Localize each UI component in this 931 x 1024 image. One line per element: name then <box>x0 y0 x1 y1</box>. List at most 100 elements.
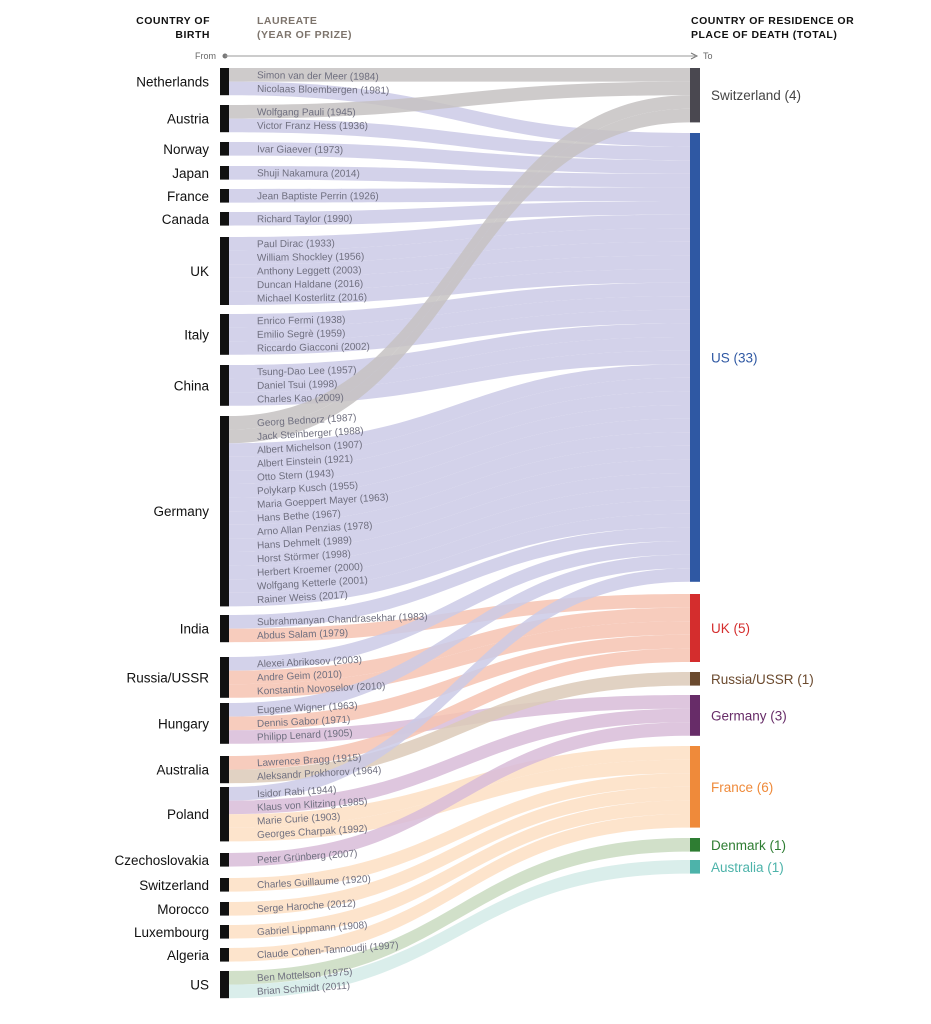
laureate-label: Abdus Salam (1979) <box>257 628 348 642</box>
laureate-label: William Shockley (1956) <box>257 252 364 264</box>
destination-node-switzerland <box>690 68 700 123</box>
flow-band <box>229 513 690 607</box>
flow-band <box>229 814 690 962</box>
laureate-label: Charles Kao (2009) <box>257 393 344 406</box>
origin-node-canada <box>220 212 229 226</box>
flow-band <box>229 323 690 379</box>
country-label: Algeria <box>167 948 210 963</box>
country-label: Austria <box>167 112 210 127</box>
destination-label: Switzerland (4) <box>711 88 801 103</box>
flow-band <box>229 607 690 685</box>
country-label: China <box>174 378 210 393</box>
flow-band <box>229 405 690 498</box>
country-label: Norway <box>163 142 209 157</box>
laureate-label: Paul Dirac (1933) <box>257 238 335 250</box>
country-label: Netherlands <box>136 75 209 90</box>
origin-node-australia <box>220 756 229 784</box>
flow-band <box>229 142 690 174</box>
origin-node-france <box>220 189 229 203</box>
laureate-label: Duncan Haldane (2016) <box>257 279 363 291</box>
country-of-birth-header: COUNTRY OF BIRTH <box>136 15 210 41</box>
laureate-label: Tsung-Dao Lee (1957) <box>257 365 357 378</box>
flow-band <box>229 377 690 471</box>
flow-band <box>229 68 690 82</box>
flow-band <box>229 860 690 999</box>
country-label: Italy <box>184 327 209 342</box>
laureate-label: Riccardo Giacconi (2002) <box>257 342 370 355</box>
destination-label: Russia/USSR (1) <box>711 672 814 687</box>
origin-node-czechoslovakia <box>220 853 229 867</box>
laureate-label: Wolfgang Pauli (1945) <box>257 107 356 118</box>
origin-node-luxembourg <box>220 925 229 939</box>
flow-band <box>229 527 690 629</box>
flow-band <box>229 838 690 985</box>
arrow-icon <box>690 52 699 60</box>
flow-band <box>229 773 690 892</box>
flow-band <box>229 594 690 643</box>
flow-band <box>229 568 690 801</box>
country-label: Australia <box>156 763 209 778</box>
country-label: Germany <box>153 504 209 519</box>
flow-band <box>229 214 690 251</box>
origin-node-algeria <box>220 948 229 962</box>
country-label: Switzerland <box>139 878 209 893</box>
from-label: From <box>195 51 216 61</box>
flow-band <box>229 695 690 744</box>
laureate-label: Andre Geim (2010) <box>257 669 342 684</box>
flow-band <box>229 672 690 784</box>
origin-node-germany <box>220 416 229 607</box>
country-label: Japan <box>172 166 209 181</box>
laureate-header: LAUREATE (YEAR OF PRIZE) <box>257 15 353 41</box>
laureate-label: Isidor Rabi (1944) <box>257 785 337 801</box>
laureate-label: Dennis Gabor (1971) <box>257 715 351 730</box>
flow-band <box>229 541 690 671</box>
laureate-label: Enrico Fermi (1938) <box>257 315 346 327</box>
origin-node-netherlands <box>220 68 229 96</box>
laureate-label: Shuji Nakamura (2014) <box>257 168 360 179</box>
destination-node-uk <box>690 594 700 662</box>
country-label: US <box>190 978 209 993</box>
flow-band <box>229 296 690 342</box>
country-label: France <box>167 189 209 204</box>
origin-node-austria <box>220 105 229 133</box>
flow-band <box>229 201 690 226</box>
laureate-label: Victor Franz Hess (1936) <box>257 121 368 132</box>
origin-node-japan <box>220 166 229 180</box>
flow-band <box>229 554 690 717</box>
origin-node-russia-ussr <box>220 657 229 698</box>
flow-band <box>229 473 690 566</box>
from-to-axis: From To <box>195 51 713 61</box>
laureate-label: Horst Störmer (1998) <box>257 549 351 565</box>
country-label: Hungary <box>158 716 209 731</box>
flow-band <box>229 108 690 444</box>
flow-band <box>229 722 690 867</box>
destination-node-russia-ussr <box>690 672 700 686</box>
flow-band <box>229 391 690 484</box>
flow-band <box>229 800 690 939</box>
flow-band <box>229 621 690 698</box>
destination-label: UK (5) <box>711 621 750 636</box>
flow-band <box>229 500 690 593</box>
flow-band <box>229 337 690 393</box>
laureate-label: Peter Grünberg (2007) <box>257 848 358 866</box>
destination-label: Germany (3) <box>711 708 787 723</box>
destination-node-germany <box>690 695 700 736</box>
to-label: To <box>703 51 713 61</box>
destination-node-france <box>690 746 700 828</box>
flow-band <box>229 187 690 203</box>
flow-band <box>229 432 690 525</box>
destination-label: Denmark (1) <box>711 838 786 853</box>
flow-band <box>229 459 690 552</box>
laureate-label: Otto Stern (1943) <box>257 468 335 483</box>
laureate-label: Ivar Giaever (1973) <box>257 144 343 156</box>
laureate-label: Marie Curie (1903) <box>257 812 341 828</box>
origin-node-us <box>220 971 229 999</box>
flow-band <box>229 445 690 539</box>
flow-band <box>229 81 690 119</box>
origin-node-uk <box>220 237 229 305</box>
country-label: UK <box>190 264 209 279</box>
flow-band <box>229 282 690 328</box>
laureate-label: Richard Taylor (1990) <box>257 214 352 226</box>
origin-node-india <box>220 615 229 643</box>
